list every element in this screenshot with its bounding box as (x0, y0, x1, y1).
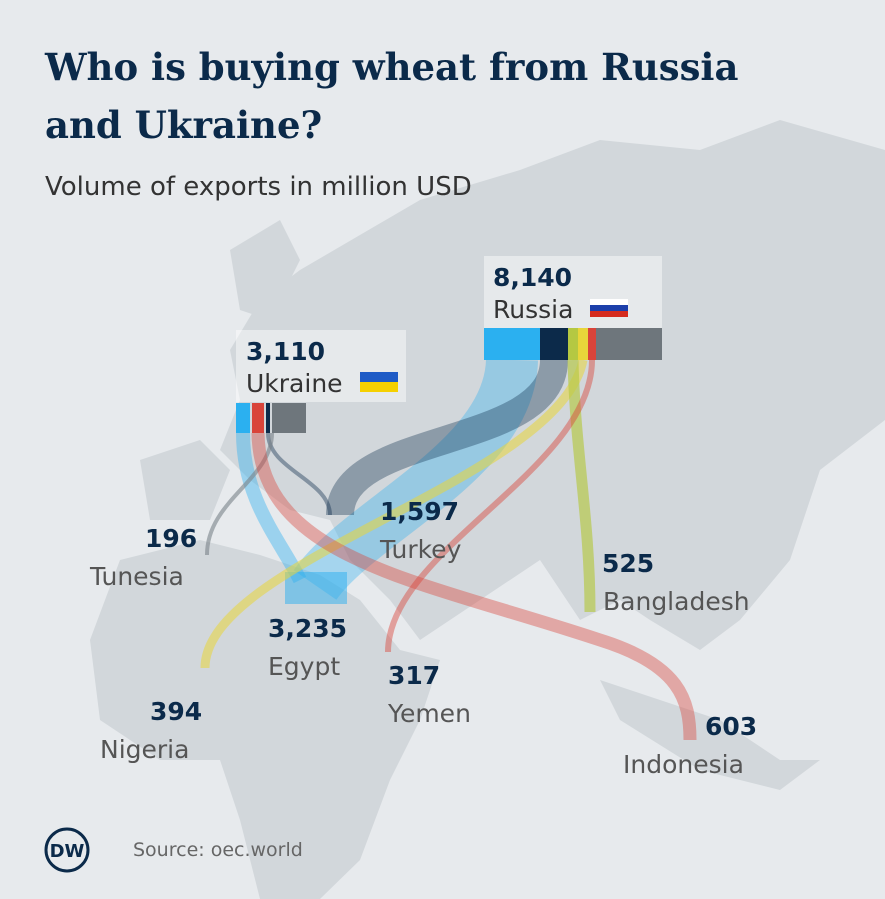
importer-value: 394 (150, 697, 202, 726)
egypt-marker (285, 572, 347, 604)
russia-bar (484, 328, 662, 360)
importer-value: 317 (388, 661, 440, 690)
flow-russia-nigeria (200, 359, 588, 669)
flag-ukraine (360, 372, 398, 392)
exporter-box (484, 256, 662, 330)
exporter-name: Russia (493, 295, 573, 324)
importer-name: Bangladesh (603, 587, 750, 616)
importer-name: Yemen (387, 699, 471, 728)
importer-value: 603 (705, 712, 757, 741)
subtitle: Volume of exports in million USD (45, 172, 472, 202)
importer-name: Nigeria (100, 735, 189, 764)
importer-value: 196 (145, 524, 197, 553)
flow-russia-egypt (293, 357, 538, 601)
flow-russia-bangladesh (567, 359, 596, 613)
importer-value: 525 (602, 549, 654, 578)
title: and Ukraine? (45, 103, 322, 147)
flow-ukraine-tunesia (205, 432, 274, 556)
flow-russia-turkey (326, 358, 568, 517)
importer-name: Egypt (268, 652, 340, 681)
flag-russia (590, 299, 628, 317)
exporter-value: 3,110 (246, 337, 325, 366)
source: Source: oec.world (133, 839, 303, 861)
flow-russia-yemen (385, 359, 595, 653)
importer-name: Tunesia (89, 562, 184, 591)
title: Who is buying wheat from Russia (44, 45, 738, 89)
ukraine-bar (236, 403, 306, 433)
exporter-value: 8,140 (493, 263, 572, 292)
importer-name: Turkey (379, 535, 462, 564)
logo: DW (50, 841, 85, 862)
exporter-name: Ukraine (246, 369, 343, 398)
flow-ukraine-indonesia (251, 432, 697, 741)
importer-value: 3,235 (268, 614, 347, 643)
importer-name: Indonesia (623, 750, 744, 779)
importer-value: 1,597 (380, 497, 459, 526)
logo-ring (44, 827, 90, 873)
